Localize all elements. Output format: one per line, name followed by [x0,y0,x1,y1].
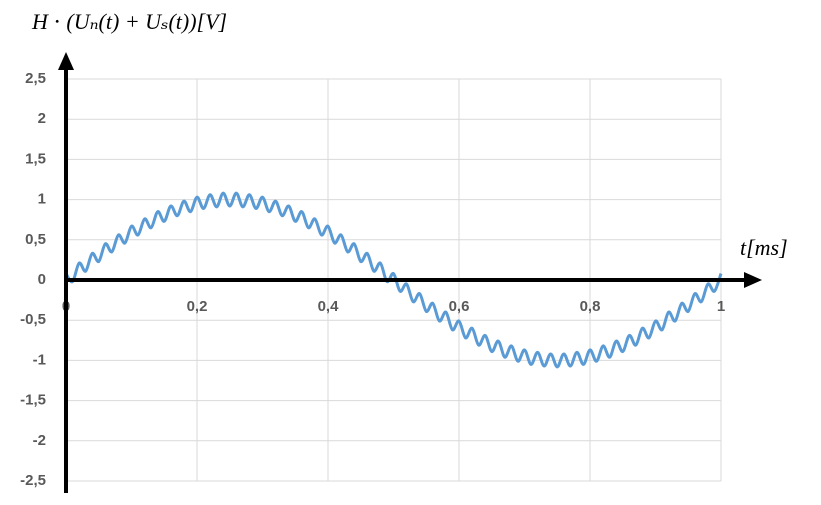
y-tick-label: -1,5 [20,392,46,409]
y-tick-label: -2,5 [20,472,46,489]
y-tick-label: -0,5 [20,311,46,328]
x-tick-label: 0,6 [449,298,470,315]
series-line [64,191,723,369]
x-tick-label: 0,2 [187,298,208,315]
x-tick-label: 1 [717,298,725,315]
y-tick-label: -2 [33,432,46,449]
y-tick-label: 0 [38,271,46,288]
x-tick-label: 0,4 [318,298,340,315]
y-tick-label: 2,5 [25,70,46,87]
y-axis-arrow [58,52,74,70]
y-tick-label: 1,5 [25,150,46,167]
x-tick-label: 0,8 [580,298,601,315]
y-tick-label: 1 [38,191,46,208]
y-tick-label: 0,5 [25,231,46,248]
y-tick-label: 2 [38,110,46,127]
y-axis-label: H ⋅ (Uₙ(t) + Uₛ(t))[V] [31,9,227,34]
x-axis-arrow [744,272,762,288]
y-tick-label: -1 [33,351,46,368]
x-axis-label: t[ms] [740,235,788,260]
